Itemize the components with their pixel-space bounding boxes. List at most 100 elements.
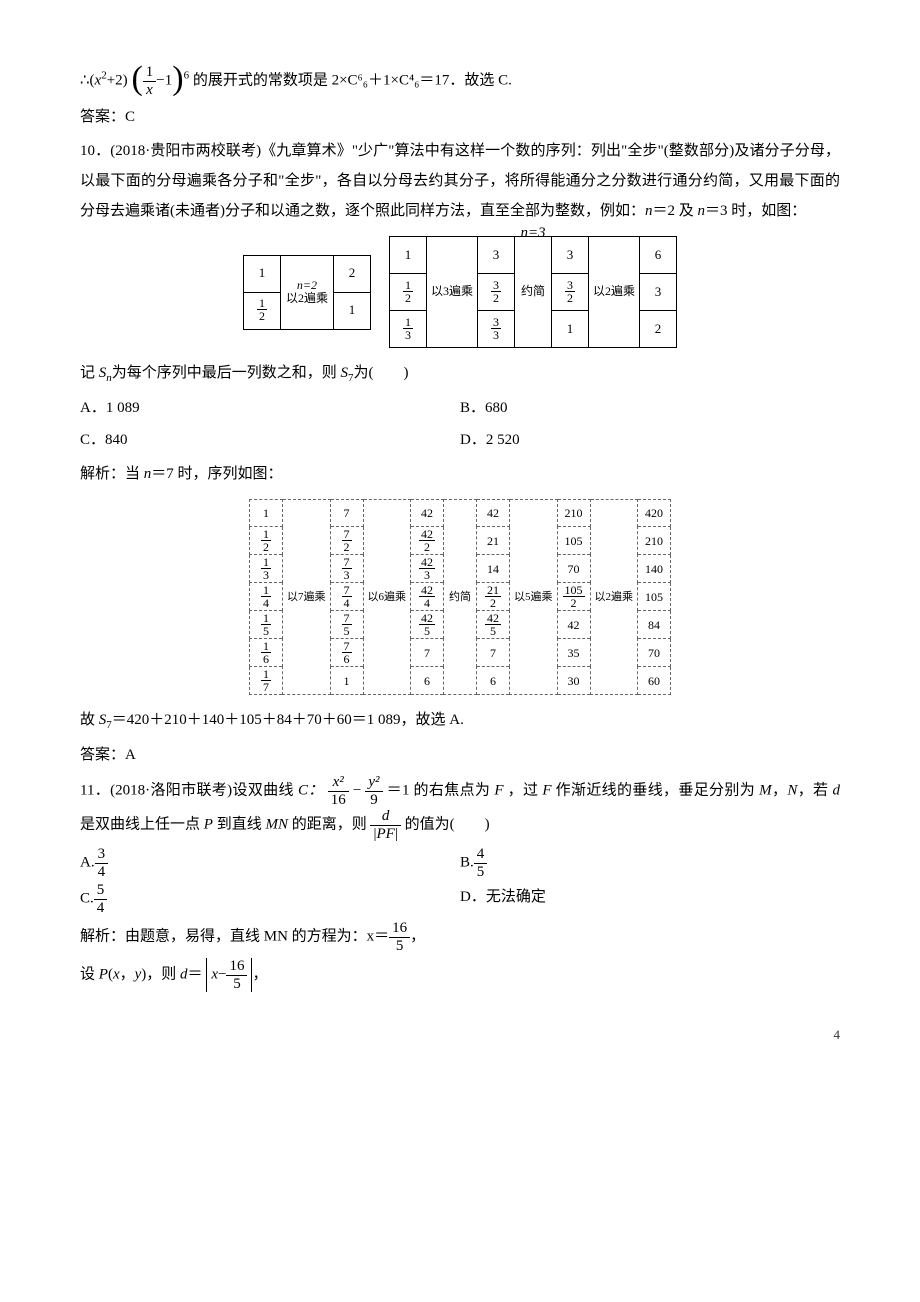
q10-big-diagram: 1以7遍乘7以6遍乘42约简42以5遍乘210以2遍乘4201272422211… bbox=[80, 499, 840, 695]
frac-3-4: 34 bbox=[95, 846, 109, 880]
q11-sol-line2: 设 P(x，y)，则 d＝ x−165， bbox=[80, 958, 840, 992]
t: 到直线 bbox=[213, 816, 266, 832]
q10-diagram-n2-n3: 1 n=2以2遍乘 2 12 1 n=3 1以3遍乘 3约简 3以2遍乘 6 1… bbox=[80, 236, 840, 348]
table-n7: 1以7遍乘7以6遍乘42约简42以5遍乘210以2遍乘4201272422211… bbox=[249, 499, 671, 695]
t: 的值为( ) bbox=[405, 816, 490, 832]
answer-9: 答案：C bbox=[80, 102, 840, 132]
var-F: F bbox=[542, 782, 551, 798]
lparen-icon: ( bbox=[131, 62, 142, 96]
t: 设 bbox=[80, 966, 99, 982]
var-MN: MN bbox=[265, 816, 288, 832]
t: 是双曲线上任一点 bbox=[80, 816, 204, 832]
table-n3: 1以3遍乘 3约简 3以2遍乘 6 12 32 32 3 13 33 1 2 bbox=[389, 236, 677, 348]
den: 9 bbox=[365, 792, 382, 809]
t: ， bbox=[410, 928, 425, 944]
t: ∴( bbox=[80, 72, 95, 88]
var-x: x bbox=[211, 966, 218, 982]
t: B. bbox=[460, 854, 474, 870]
t: − bbox=[218, 966, 226, 982]
den: 5 bbox=[226, 976, 247, 993]
q11-sol-line1: 解析：由题意，易得，直线 MN 的方程为：x＝165， bbox=[80, 920, 840, 954]
opt-d: D．无法确定 bbox=[460, 882, 840, 916]
t: 解析：由题意，易得，直线 MN 的方程为：x＝ bbox=[80, 928, 389, 944]
den: 4 bbox=[95, 864, 109, 881]
num: 16 bbox=[226, 958, 247, 976]
t: 解析：当 bbox=[80, 466, 144, 482]
num: 3 bbox=[95, 846, 109, 864]
q11-options-row2: C.54 D．无法确定 bbox=[80, 882, 840, 916]
t: 为每个序列中最后一列数之和，则 bbox=[112, 365, 341, 381]
q11-stem: 11．(2018·洛阳市联考)设双曲线 C： x²16 − y²9 ＝1 的右焦… bbox=[80, 774, 840, 842]
t: 11．(2018·洛阳市联考)设双曲线 bbox=[80, 782, 298, 798]
t: ＝3 时，如图： bbox=[705, 203, 806, 219]
t: − bbox=[353, 782, 361, 798]
n3-label: n=3 bbox=[389, 218, 677, 248]
exp: 6 bbox=[184, 69, 190, 81]
line-expansion: ∴(x2+2) (1x−1)6 的展开式的常数项是 2×C⁶₆＋1×C⁴₆＝17… bbox=[80, 64, 840, 98]
var-P: P bbox=[204, 816, 213, 832]
frac-16-5: 165 bbox=[226, 958, 247, 992]
t: +2) bbox=[107, 72, 128, 88]
opt-a: A．1 089 bbox=[80, 393, 460, 423]
q10-solution-intro: 解析：当 n＝7 时，序列如图： bbox=[80, 459, 840, 489]
t: ＝420＋210＋140＋105＋84＋70＋60＝1 089，故选 A. bbox=[112, 712, 464, 728]
page-number: 4 bbox=[80, 1022, 840, 1048]
t: ， bbox=[772, 782, 788, 798]
rparen-icon: ) bbox=[172, 62, 183, 96]
num: 1 bbox=[143, 64, 157, 82]
t: ＝2 及 bbox=[653, 203, 698, 219]
num: 16 bbox=[389, 920, 410, 938]
t: 作渐近线的垂线，垂足分别为 bbox=[552, 782, 760, 798]
t: ＝7 时，序列如图： bbox=[151, 466, 282, 482]
var-N: N bbox=[787, 782, 797, 798]
var-M: M bbox=[759, 782, 772, 798]
var-d: d bbox=[832, 782, 840, 798]
num: 4 bbox=[474, 846, 488, 864]
frac-d-over-PF: d|PF| bbox=[370, 808, 400, 842]
opt-d: D．2 520 bbox=[460, 425, 840, 455]
num: 5 bbox=[94, 882, 108, 900]
den: 5 bbox=[474, 864, 488, 881]
frac-16-5: 165 bbox=[389, 920, 410, 954]
opt-b: B．680 bbox=[460, 393, 840, 423]
t: 故 bbox=[80, 712, 99, 728]
var-F: F bbox=[494, 782, 503, 798]
opt-a: A.34 bbox=[80, 846, 460, 880]
num: x² bbox=[328, 774, 349, 792]
t: C. bbox=[80, 890, 94, 906]
t: )，则 bbox=[141, 966, 180, 982]
t: 记 bbox=[80, 365, 99, 381]
t: 的展开式的常数项是 2×C⁶₆＋1×C⁴₆＝17．故选 C. bbox=[193, 72, 512, 88]
var-n: n bbox=[698, 203, 706, 219]
den: 16 bbox=[328, 792, 349, 809]
var-n: n bbox=[645, 203, 653, 219]
t: 为( ) bbox=[354, 365, 409, 381]
t: ，若 bbox=[797, 782, 832, 798]
op: 以2遍乘 bbox=[286, 291, 328, 305]
t: −1 bbox=[156, 72, 172, 88]
frac-x2-16: x²16 bbox=[328, 774, 349, 808]
var-S: S bbox=[341, 365, 349, 381]
q10-question-line: 记 Sn为每个序列中最后一列数之和，则 S7为( ) bbox=[80, 358, 840, 389]
den: |PF| bbox=[370, 826, 400, 843]
t: ， bbox=[252, 966, 267, 982]
op: 以3遍乘 bbox=[426, 237, 477, 348]
den: 5 bbox=[389, 938, 410, 955]
q10-solution-sum: 故 S7＝420＋210＋140＋105＋84＋70＋60＝1 089，故选 A… bbox=[80, 705, 840, 736]
answer-10: 答案：A bbox=[80, 740, 840, 770]
num: y² bbox=[365, 774, 382, 792]
n2-label: n=2 bbox=[297, 278, 317, 292]
q11-options-row1: A.34 B.45 bbox=[80, 846, 840, 880]
var-d: d bbox=[180, 966, 188, 982]
frac-1-over-x: 1x bbox=[143, 64, 157, 98]
frac-4-5: 45 bbox=[474, 846, 488, 880]
frac-y2-9: y²9 bbox=[365, 774, 382, 808]
opt-b: B.45 bbox=[460, 846, 840, 880]
q10-stem: 10．(2018·贵阳市两校联考)《九章算术》"少广"算法中有这样一个数的序列：… bbox=[80, 136, 840, 226]
var-x: x bbox=[113, 966, 120, 982]
opt-c: C.54 bbox=[80, 882, 460, 916]
q10-options-row2: C．840 D．2 520 bbox=[80, 425, 840, 455]
t: C： bbox=[298, 782, 324, 798]
q10-options-row1: A．1 089 B．680 bbox=[80, 393, 840, 423]
table-n2: 1 n=2以2遍乘 2 12 1 bbox=[243, 255, 371, 330]
